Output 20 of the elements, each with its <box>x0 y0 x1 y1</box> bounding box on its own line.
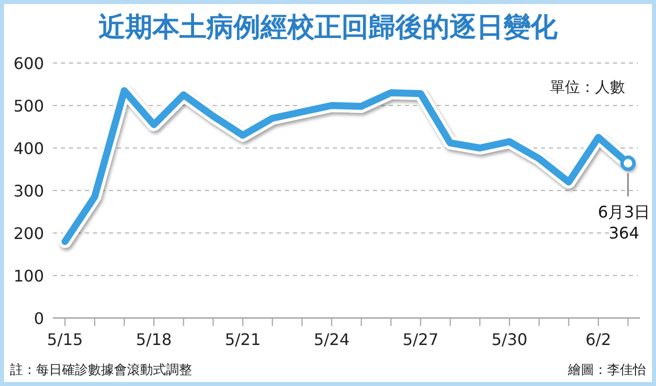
y-tick-label: 100 <box>13 266 44 286</box>
x-tick-label: 5/21 <box>224 330 261 349</box>
y-tick-label: 300 <box>13 182 44 200</box>
x-tick-label: 6/2 <box>585 330 612 349</box>
x-tick-label: 5/30 <box>492 330 528 349</box>
y-tick-label: 400 <box>13 139 44 158</box>
text: 註：每日確診數據會滾動式調整 <box>10 363 192 378</box>
chart-title: 近期本土病例經校正回歸後的逐日變化 <box>98 12 558 43</box>
x-tick-label: 5/24 <box>314 330 350 349</box>
y-tick-label: 500 <box>13 96 44 116</box>
annotation: 6月3日 364 <box>598 202 650 242</box>
annotation: 單位：人數 <box>550 78 625 96</box>
x-tick-label: 5/15 <box>47 330 83 349</box>
annotation: 6月3日 364 <box>598 172 650 242</box>
y-tick-label: 200 <box>13 224 44 243</box>
x-tick-label: 5/18 <box>136 330 172 349</box>
text: 繪圖：李佳怡 <box>567 363 646 378</box>
x-tick-label: 5/27 <box>402 330 439 349</box>
y-tick-label: 0 <box>34 309 44 328</box>
y-tick-label: 600 <box>13 54 44 73</box>
